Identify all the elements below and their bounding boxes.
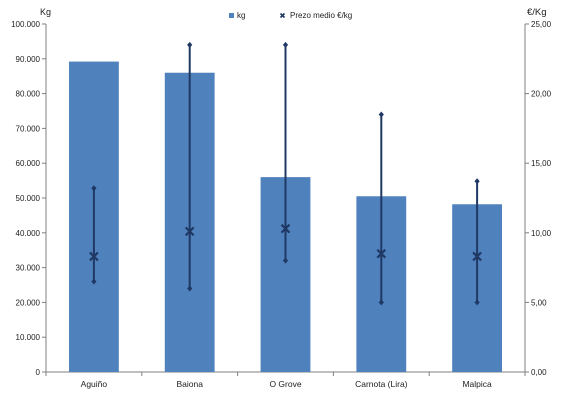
left-axis-tick-label: 10.000 xyxy=(16,333,41,342)
x-axis-tick-label: Aguiño xyxy=(81,379,108,389)
left-axis-tick-label: 80.000 xyxy=(16,90,41,99)
right-axis-unit: €/Kg xyxy=(527,7,547,18)
price-mean-marker xyxy=(376,248,387,259)
right-axis-tick-label: 0,00 xyxy=(531,368,547,377)
x-axis: Aguiño Baiona O Grove Carnota (Lira) Malpica xyxy=(45,371,526,389)
x-axis-tick-label: Carnota (Lira) xyxy=(355,379,408,389)
left-axis-tick-label: 0 xyxy=(36,368,41,377)
right-axis-tick-label: 20,00 xyxy=(531,90,552,99)
right-axis-tick-label: 15,00 xyxy=(531,159,552,168)
left-axis-tick-label: 30.000 xyxy=(16,264,41,273)
price-mean-marker xyxy=(280,223,291,234)
left-axis-tick-label: 90.000 xyxy=(16,55,41,64)
price-range-series xyxy=(89,41,482,306)
price-min-marker xyxy=(378,299,384,306)
price-min-marker xyxy=(91,278,97,285)
right-axis: 0,00 5,00 10,00 15,00 20,00 25,00 xyxy=(524,20,552,377)
price-max-marker xyxy=(91,185,97,192)
price-max-marker xyxy=(187,41,193,48)
price-mean-marker xyxy=(89,251,99,262)
x-axis-tick-label: O Grove xyxy=(269,379,301,389)
legend-range-swatch xyxy=(279,12,286,19)
right-axis-tick-label: 10,00 xyxy=(531,229,552,238)
legend-range-label: Prezo medio €/kg xyxy=(290,11,352,20)
price-max-marker xyxy=(474,178,480,185)
left-axis-tick-label: 50.000 xyxy=(16,194,41,203)
left-axis-tick-label: 40.000 xyxy=(16,229,41,238)
price-min-marker xyxy=(282,257,289,264)
price-mean-marker xyxy=(184,226,195,237)
price-max-marker xyxy=(282,41,289,48)
price-min-marker xyxy=(187,285,193,292)
legend-bar-swatch xyxy=(229,13,234,18)
left-axis-tick-label: 60.000 xyxy=(16,159,41,168)
x-axis-tick-label: Baiona xyxy=(176,379,203,389)
left-axis-unit: Kg xyxy=(40,7,51,17)
right-axis-tick-label: 25,00 xyxy=(531,20,552,29)
price-min-marker xyxy=(474,299,480,306)
left-axis: 0 10.000 20.000 30.000 40.000 50.000 60.000 70.… xyxy=(11,20,47,377)
price-mean-marker xyxy=(472,251,482,262)
left-axis-tick-label: 100.000 xyxy=(11,20,40,29)
legend-bar-label: kg xyxy=(237,11,245,20)
x-axis-tick-label: Malpica xyxy=(462,379,492,389)
left-axis-tick-label: 20.000 xyxy=(16,298,41,307)
right-axis-tick-label: 5,00 xyxy=(531,298,547,307)
legend: kg Prezo medio €/kg xyxy=(229,11,352,20)
price-max-marker xyxy=(378,111,384,118)
left-axis-tick-label: 70.000 xyxy=(16,124,41,133)
